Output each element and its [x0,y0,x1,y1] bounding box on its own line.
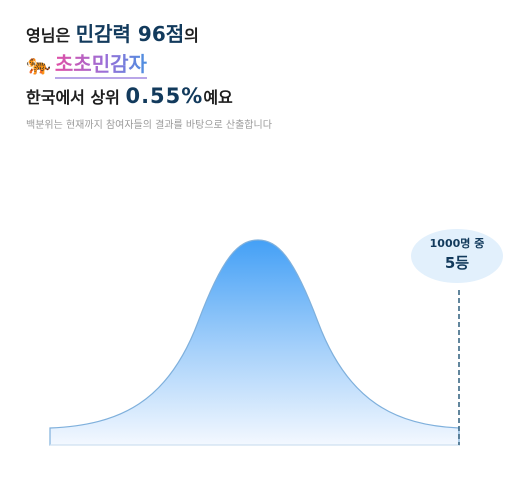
headline-1: 영님은 민감력 96점의 [26,18,199,47]
type-name: 초초민감자 [54,52,147,79]
rank-suffix: 예요 [203,88,233,107]
rank-total: 1000명 중 [430,236,485,250]
suffix: 의 [184,26,199,45]
type-icon: 🐅 [26,52,51,76]
percentile: 0.55% [125,84,204,108]
rank-prefix: 한국에서 상위 [26,88,120,107]
bell-curve [49,239,460,446]
rank-bubble [411,229,503,283]
headline-3: 한국에서 상위 0.55%예요 [26,84,233,108]
score: 민감력 96점 [75,22,185,46]
note: 백분위는 현재까지 참여자들의 결과를 바탕으로 산출합니다 [26,120,272,131]
rank-value: 5등 [445,254,469,272]
headline-2: 🐅 초초민감자 [26,48,147,79]
name: 영님은 [26,26,71,45]
